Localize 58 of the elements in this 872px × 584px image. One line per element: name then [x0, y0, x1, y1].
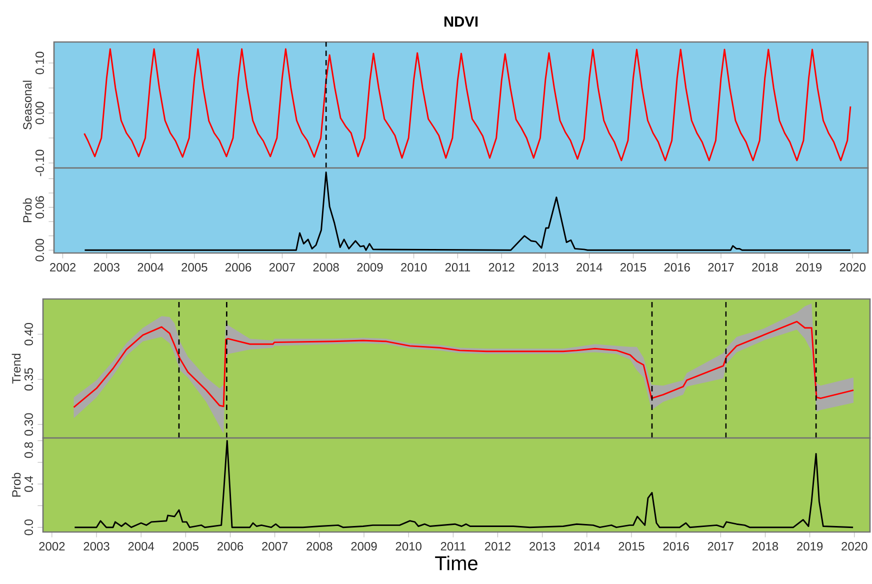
x-tick-label: 2015	[620, 263, 646, 272]
x-tick-label: 2008	[306, 542, 332, 551]
x-tick-label: 2002	[50, 263, 76, 272]
x-tick-label: 2006	[218, 542, 244, 551]
x-tick-label: 2004	[138, 263, 164, 272]
x-tick-label: 2003	[94, 263, 120, 272]
x-tick-label: 2011	[440, 542, 466, 551]
x-tick-label: 2012	[488, 263, 514, 272]
x-tick-label: 2017	[708, 542, 734, 551]
x-tick-label: 2019	[797, 542, 823, 551]
x-tick-label: 2020	[842, 542, 868, 551]
y-tick-label: 0.06	[35, 196, 44, 218]
y-tick-label: 0.0	[24, 519, 33, 536]
x-tick-label: 2010	[401, 263, 427, 272]
y-axis-title: Prob	[22, 198, 32, 222]
x-tick-label: 2011	[445, 263, 470, 272]
x-tick-label: 2010	[396, 542, 422, 551]
x-tick-label: 2007	[262, 542, 288, 551]
x-tick-label: 2007	[269, 263, 295, 272]
x-tick-label: 2005	[182, 263, 208, 272]
x-tick-label: 2018	[752, 542, 778, 551]
x-tick-label: 2018	[752, 263, 778, 272]
line-series	[84, 172, 852, 251]
chart-title: NDVI	[444, 16, 478, 27]
x-tick-label: 2002	[39, 542, 65, 551]
y-tick-label: 0.40	[24, 322, 33, 346]
line-series	[73, 320, 854, 408]
x-tick-label: 2015	[618, 542, 644, 551]
x-tick-label: 2014	[574, 542, 600, 551]
x-tick-label: 2012	[485, 542, 510, 551]
y-tick-label: 0.35	[24, 368, 33, 391]
y-tick-label: 0.8	[24, 442, 33, 458]
x-tick-label: 2016	[663, 542, 689, 551]
x-tick-label: 2003	[84, 542, 110, 551]
y-tick-label: -0.10	[35, 150, 44, 176]
x-tick-label: 2020	[840, 263, 866, 272]
x-tick-label: 2013	[530, 542, 556, 551]
y-axis-title: Trend	[12, 354, 21, 384]
y-tick-label: 0.00	[35, 238, 44, 262]
x-tick-label: 2017	[708, 263, 734, 272]
y-tick-label: 0.00	[35, 102, 44, 124]
line-series	[84, 48, 852, 162]
y-axis-title: Prob	[12, 472, 21, 497]
x-tick-label: 2006	[226, 263, 252, 272]
x-tick-label: 2014	[576, 263, 602, 272]
y-tick-label: 0.10	[35, 52, 44, 74]
x-tick-label: 2009	[357, 263, 383, 272]
y-tick-label: 0.30	[24, 413, 33, 436]
x-tick-label: 2016	[664, 263, 690, 272]
x-tick-label: 2013	[532, 263, 558, 272]
x-tick-label: 2005	[172, 542, 199, 551]
y-tick-label: 0.4	[24, 476, 33, 492]
x-tick-label: 2019	[796, 263, 822, 272]
x-tick-label: 2008	[313, 263, 339, 272]
y-axis-title: Seasonal	[22, 80, 32, 130]
x-tick-label: 2004	[128, 542, 154, 551]
x-tick-label: 2009	[351, 542, 377, 551]
x-axis-title: Time	[435, 556, 478, 570]
